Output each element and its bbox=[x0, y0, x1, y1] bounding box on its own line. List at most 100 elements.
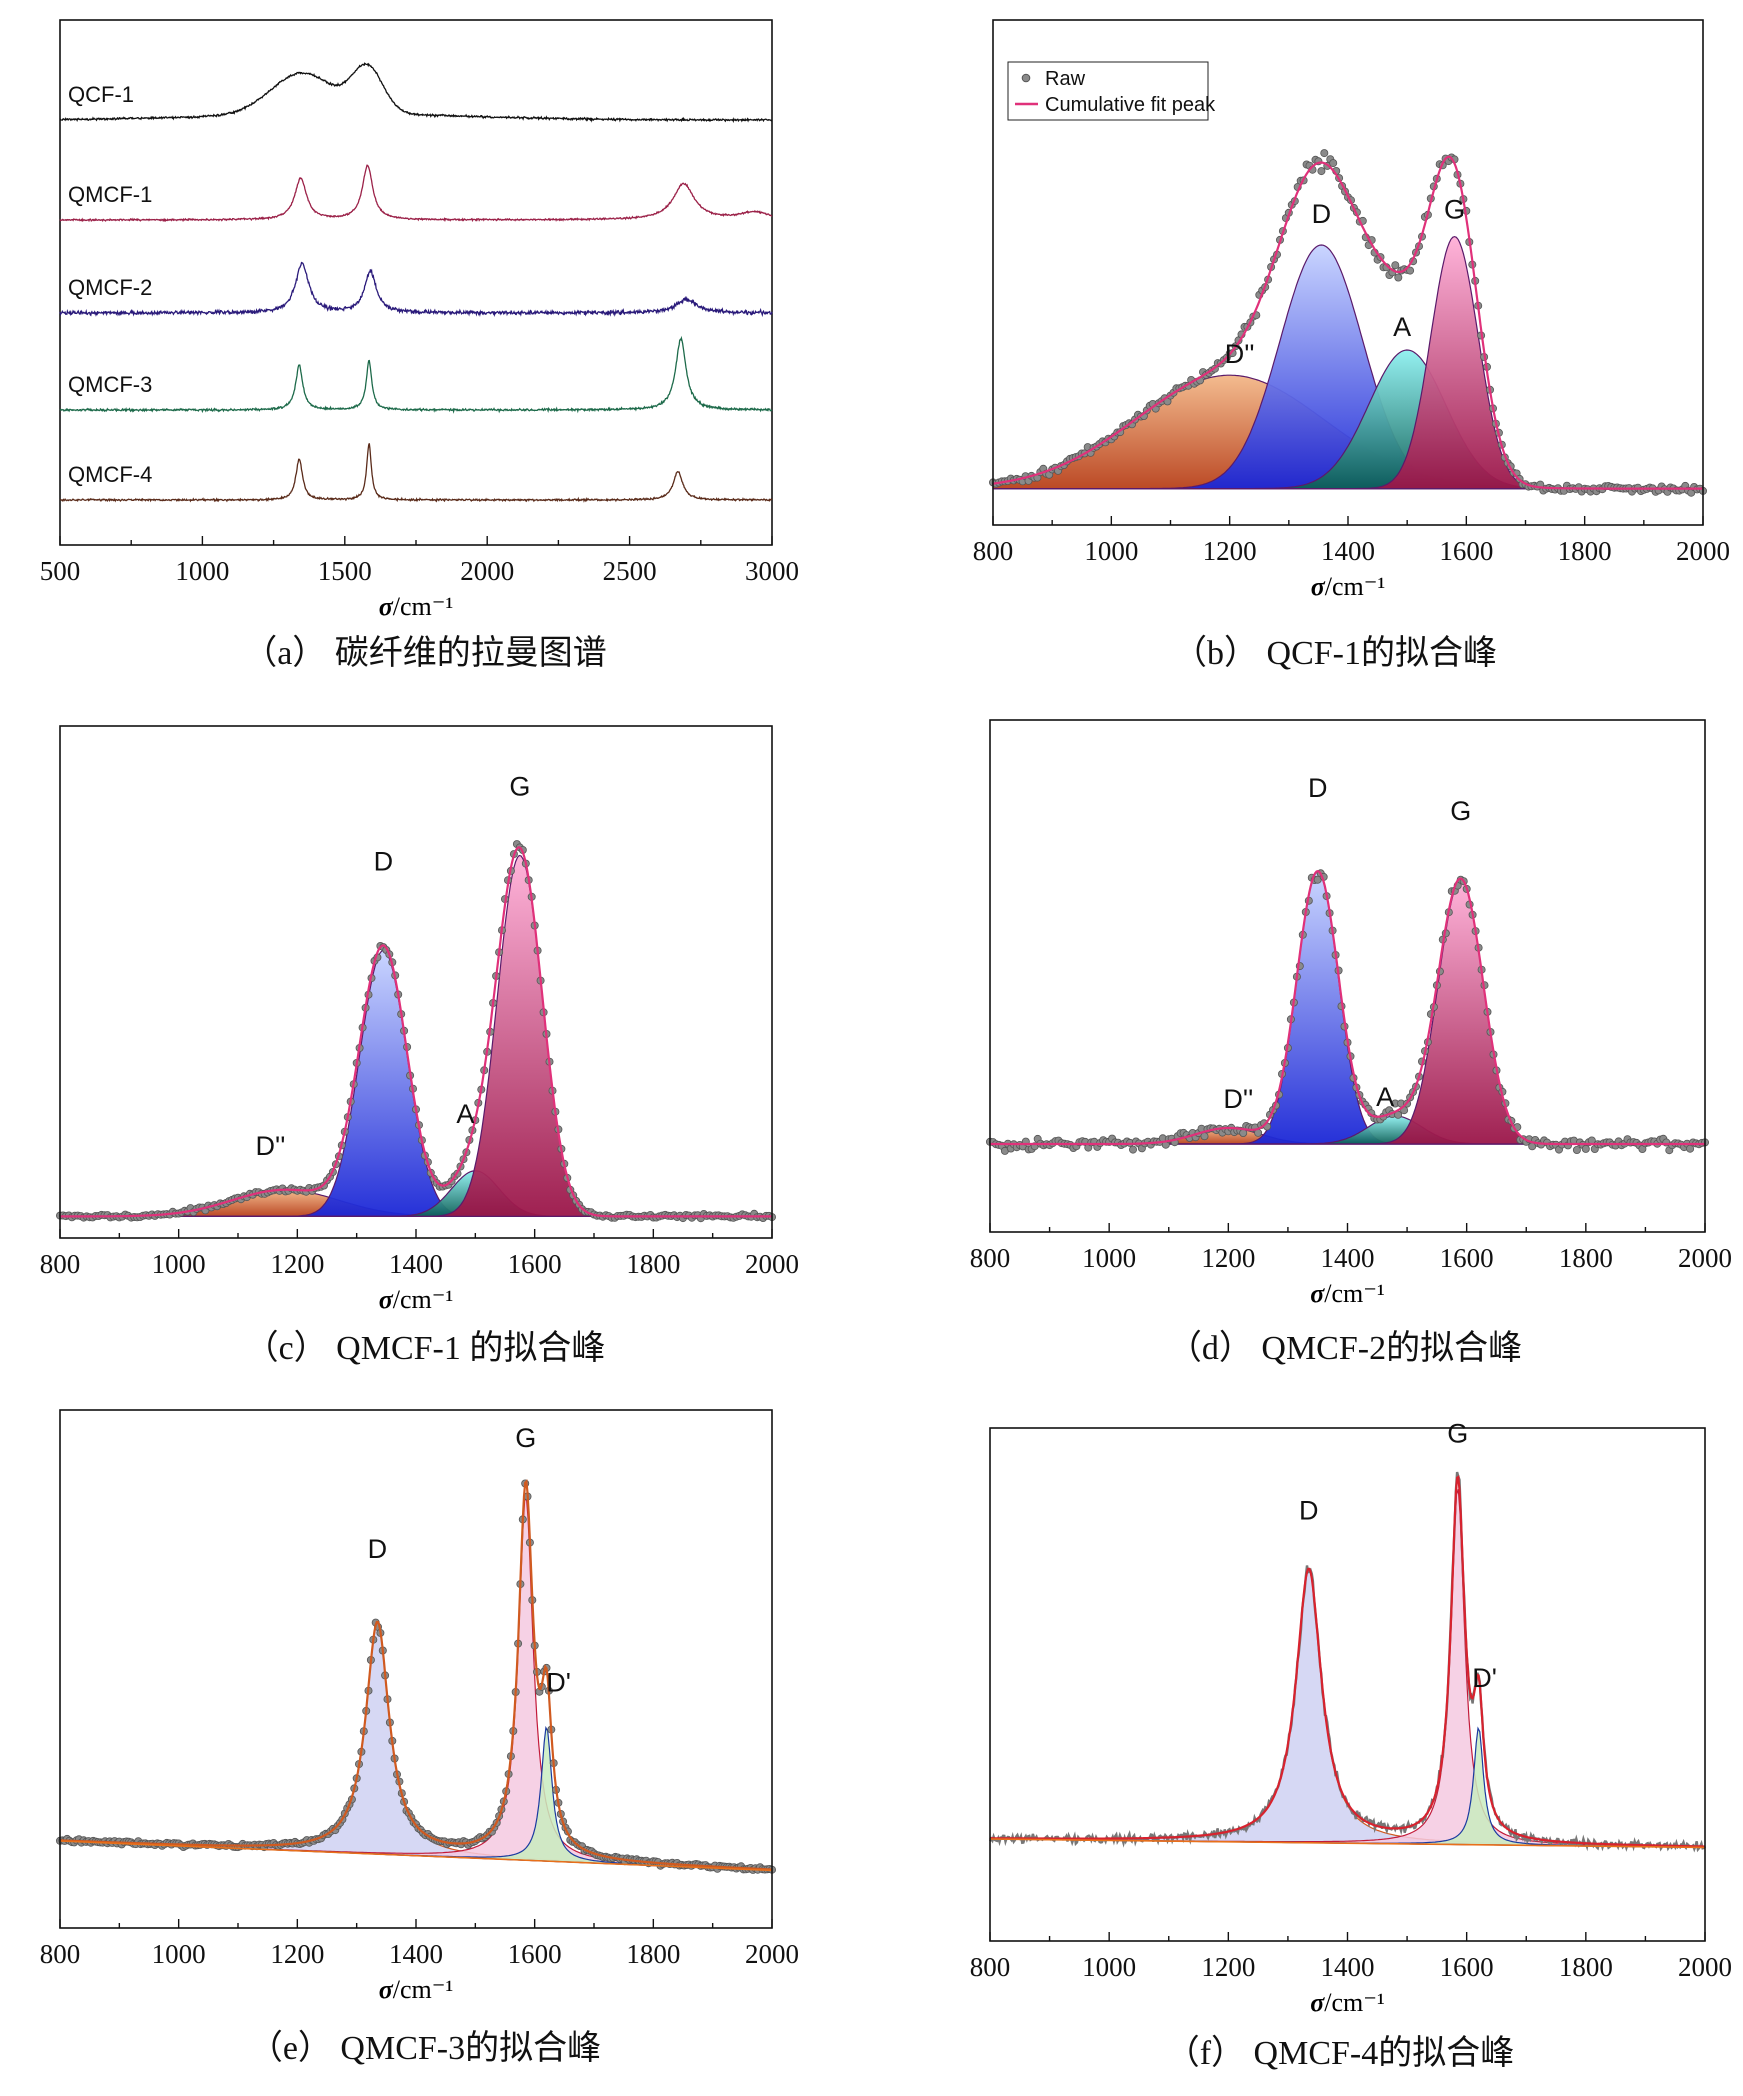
raw-data-e bbox=[56, 1479, 777, 1874]
x-tick-label-c: 1800 bbox=[626, 1249, 680, 1279]
x-tick-label-f: 1200 bbox=[1201, 1952, 1255, 1982]
peak-label-d-e: D bbox=[368, 1534, 388, 1564]
fit-peak-d-c bbox=[60, 949, 772, 1217]
x-tick-label-c: 1200 bbox=[270, 1249, 324, 1279]
x-axis-title-c: σ/cm⁻¹ bbox=[379, 1285, 454, 1314]
peak-label-g-c: G bbox=[509, 771, 530, 801]
legend-raw-label: Raw bbox=[1045, 68, 1086, 90]
x-tick-label-c: 1000 bbox=[152, 1249, 206, 1279]
cumulative-fit-d bbox=[990, 870, 1705, 1146]
baseline-e bbox=[59, 1840, 773, 1872]
chart-b-svg: D'' D A G 800 1000 1200 1400 1600 1800 2000 σ/cm⁻¹ R… bbox=[973, 19, 1730, 601]
x-tick-label-a: 2500 bbox=[603, 556, 657, 586]
peak-label-a-b: A bbox=[1393, 312, 1411, 342]
chart-d-svg: D'' D A G 800 1000 1200 1400 1600 1800 2000 σ/cm⁻¹ bbox=[970, 719, 1732, 1308]
x-tick-label-e: 1000 bbox=[152, 1939, 206, 1969]
raw-point bbox=[1572, 1145, 1581, 1154]
chart-e-svg: D G D' 800 1000 1200 1400 1600 1800 2000 σ/cm⁻¹ bbox=[40, 1409, 799, 2004]
chart-a-raman-spectra: 500 1000 1500 2000 2500 3000 σ/cm⁻¹ QCF-1 QMCF-1… bbox=[40, 19, 799, 621]
chart-c-svg: D'' D A G 800 1000 1200 1400 1600 1800 2000 σ/cm⁻¹ bbox=[40, 725, 799, 1314]
x-tick-label-f: 800 bbox=[970, 1952, 1011, 1982]
series-line-qmcf-3 bbox=[59, 335, 773, 414]
x-tick-label-b: 1000 bbox=[1084, 536, 1138, 566]
series-label-qmcf-1: QMCF-1 bbox=[68, 182, 152, 207]
chart-b-qcf1-fit: D'' D A G 800 1000 1200 1400 1600 1800 2000 σ/cm⁻¹ R… bbox=[955, 19, 1730, 620]
peak-label-d-d: D bbox=[1308, 773, 1328, 803]
x-tick-label-e: 2000 bbox=[745, 1939, 799, 1969]
fit-peak-d-d bbox=[990, 871, 1705, 1145]
plot-frame-d bbox=[989, 719, 1706, 1233]
x-tick-label-a: 2000 bbox=[460, 556, 514, 586]
peak-label-g-e: G bbox=[515, 1423, 536, 1453]
x-tick-label-d: 1400 bbox=[1321, 1243, 1375, 1273]
raw-point bbox=[1406, 266, 1415, 275]
chart-a-svg: 500 1000 1500 2000 2500 3000 σ/cm⁻¹ QCF-1 QMCF-1… bbox=[40, 19, 799, 621]
raw-data-f bbox=[988, 1471, 1706, 1853]
legend-fit-label: Cumulative fit peak bbox=[1045, 94, 1216, 116]
raw-point bbox=[1391, 261, 1400, 270]
x-tick-label-c: 1600 bbox=[508, 1249, 562, 1279]
peak-label-g-f: G bbox=[1447, 1418, 1468, 1448]
legend-b: Raw Cumulative fit peak bbox=[1007, 61, 1216, 121]
peak-label-d-double-prime-b: D'' bbox=[1225, 339, 1255, 369]
raw-point bbox=[1329, 159, 1338, 168]
x-tick-label-f: 2000 bbox=[1678, 1952, 1732, 1982]
x-tick-label-c: 1400 bbox=[389, 1249, 443, 1279]
x-tick-label-d: 1200 bbox=[1201, 1243, 1255, 1273]
raw-point bbox=[1239, 1128, 1248, 1137]
series-label-qmcf-2: QMCF-2 bbox=[68, 275, 152, 300]
x-tick-label-e: 1200 bbox=[270, 1939, 324, 1969]
x-tick-label-f: 1400 bbox=[1321, 1952, 1375, 1982]
x-tick-label-e: 1600 bbox=[508, 1939, 562, 1969]
plot-frame-f bbox=[989, 1427, 1706, 1942]
x-axis-title-a: σ/cm⁻¹ bbox=[379, 592, 454, 621]
x-axis-title-e: σ/cm⁻¹ bbox=[379, 1975, 454, 2004]
chart-f-qmcf4-fit: D G D' 800 1000 1200 1400 1600 1800 2000 σ/cm⁻¹ bbox=[955, 1410, 1732, 2017]
x-tick-label-b: 2000 bbox=[1676, 536, 1730, 566]
fit-peak-d-e bbox=[59, 1622, 773, 1872]
plot-frame-a bbox=[59, 19, 773, 546]
peak-label-g-b: G bbox=[1444, 195, 1465, 225]
chart-d-qmcf2-fit: D'' D A G 800 1000 1200 1400 1600 1800 2000 σ/cm⁻¹ bbox=[955, 719, 1732, 1310]
fit-peak-g-f bbox=[989, 1489, 1706, 1849]
x-tick-label-a: 500 bbox=[40, 556, 81, 586]
x-tick-label-e: 1400 bbox=[389, 1939, 443, 1969]
series-line-qmcf-2 bbox=[59, 261, 773, 318]
peak-label-d-prime-f: D' bbox=[1472, 1663, 1497, 1693]
raw-point bbox=[1394, 273, 1403, 282]
chart-f-svg: D G D' 800 1000 1200 1400 1600 1800 2000 σ/cm⁻¹ bbox=[970, 1418, 1732, 2017]
x-tick-label-e: 1800 bbox=[626, 1939, 680, 1969]
caption-c: （c） QMCF-1 的拟合峰 bbox=[244, 1330, 606, 1367]
raw-point bbox=[1317, 167, 1326, 176]
x-tick-label-b: 1600 bbox=[1439, 536, 1493, 566]
cumulative-fit-b bbox=[992, 155, 1703, 490]
peak-label-d-b: D bbox=[1312, 199, 1332, 229]
x-tick-label-c: 2000 bbox=[745, 1249, 799, 1279]
x-tick-label-d: 2000 bbox=[1678, 1243, 1732, 1273]
chart-c-qmcf1-fit: D'' D A G 800 1000 1200 1400 1600 1800 2000 σ/cm⁻¹ bbox=[40, 720, 799, 1314]
caption-e: （e） QMCF-3的拟合峰 bbox=[248, 2030, 602, 2067]
raw-data-b bbox=[989, 149, 1708, 497]
x-tick-label-a: 1500 bbox=[318, 556, 372, 586]
cumulative-fit-e bbox=[60, 1479, 772, 1871]
x-tick-label-e: 800 bbox=[40, 1939, 81, 1969]
x-tick-label-d: 800 bbox=[970, 1243, 1011, 1273]
x-tick-label-c: 800 bbox=[40, 1249, 81, 1279]
caption-d: （d） QMCF-2的拟合峰 bbox=[1167, 1330, 1523, 1367]
series-label-qcf-1: QCF-1 bbox=[68, 82, 134, 107]
series-line-qmcf-1 bbox=[59, 164, 773, 223]
x-tick-label-d: 1000 bbox=[1082, 1243, 1136, 1273]
x-tick-label-b: 1800 bbox=[1558, 536, 1612, 566]
x-tick-label-b: 1200 bbox=[1203, 536, 1257, 566]
caption-f: （f） QMCF-4的拟合峰 bbox=[1165, 2035, 1515, 2072]
x-tick-label-d: 1800 bbox=[1559, 1243, 1613, 1273]
raw-point bbox=[1128, 1145, 1137, 1154]
x-axis-title-d: σ/cm⁻¹ bbox=[1310, 1279, 1385, 1308]
series-line-qcf-1 bbox=[59, 62, 773, 124]
series-line-qmcf-4 bbox=[59, 443, 773, 503]
series-label-qmcf-3: QMCF-3 bbox=[68, 372, 152, 397]
x-tick-label-f: 1800 bbox=[1559, 1952, 1613, 1982]
raw-point bbox=[1320, 149, 1329, 158]
baseline-f bbox=[989, 1838, 1706, 1849]
fit-peak-g-e bbox=[59, 1496, 773, 1872]
